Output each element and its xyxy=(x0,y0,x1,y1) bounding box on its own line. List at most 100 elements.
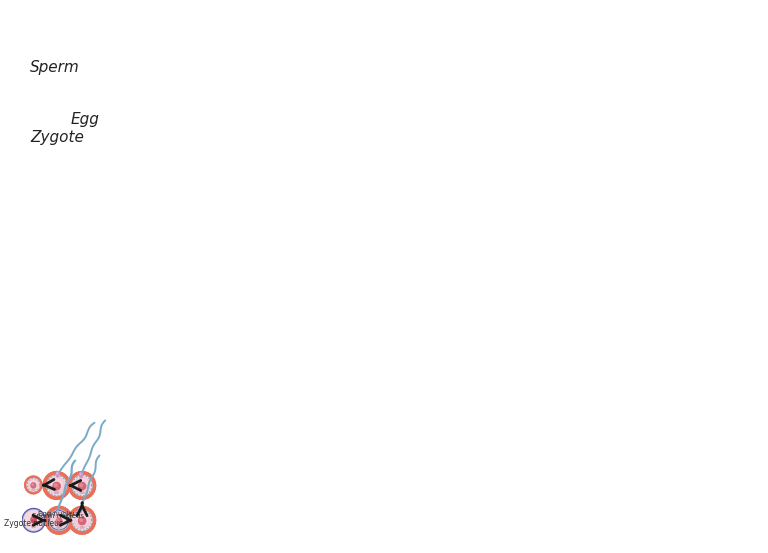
Circle shape xyxy=(50,511,68,530)
Circle shape xyxy=(37,490,39,492)
Ellipse shape xyxy=(80,472,82,478)
Circle shape xyxy=(32,484,34,486)
Circle shape xyxy=(25,481,28,484)
Circle shape xyxy=(55,484,57,487)
Circle shape xyxy=(75,473,79,477)
Circle shape xyxy=(38,479,41,482)
Circle shape xyxy=(91,524,94,528)
Circle shape xyxy=(22,509,45,532)
Circle shape xyxy=(55,495,58,499)
Circle shape xyxy=(69,515,72,519)
Circle shape xyxy=(62,493,66,497)
Circle shape xyxy=(88,528,91,531)
Circle shape xyxy=(25,484,27,486)
Ellipse shape xyxy=(55,491,59,494)
Circle shape xyxy=(45,518,49,522)
Circle shape xyxy=(48,526,51,530)
Circle shape xyxy=(68,513,71,517)
Text: Egg: Egg xyxy=(71,112,100,127)
Circle shape xyxy=(89,511,93,515)
Circle shape xyxy=(32,492,35,494)
Circle shape xyxy=(88,509,91,513)
Circle shape xyxy=(55,507,58,510)
Text: Egg nucleus: Egg nucleus xyxy=(38,510,81,517)
Ellipse shape xyxy=(80,526,84,529)
Circle shape xyxy=(43,486,47,490)
Circle shape xyxy=(30,491,32,493)
Circle shape xyxy=(66,511,70,515)
Circle shape xyxy=(80,526,81,528)
Circle shape xyxy=(74,477,90,494)
Circle shape xyxy=(57,506,61,510)
Circle shape xyxy=(69,518,73,522)
Circle shape xyxy=(80,530,84,534)
Circle shape xyxy=(60,473,64,477)
Circle shape xyxy=(80,495,84,499)
Ellipse shape xyxy=(56,472,59,477)
Circle shape xyxy=(91,521,95,525)
Circle shape xyxy=(83,530,87,534)
Circle shape xyxy=(88,493,91,497)
Circle shape xyxy=(32,489,33,490)
Circle shape xyxy=(50,509,54,513)
Ellipse shape xyxy=(16,479,18,484)
Circle shape xyxy=(28,479,39,491)
Ellipse shape xyxy=(78,508,81,513)
Circle shape xyxy=(34,489,35,490)
Circle shape xyxy=(44,478,48,482)
Circle shape xyxy=(26,479,28,482)
Circle shape xyxy=(58,527,60,528)
Circle shape xyxy=(80,519,83,521)
Circle shape xyxy=(60,494,64,498)
Circle shape xyxy=(56,515,58,517)
Circle shape xyxy=(80,472,84,475)
Circle shape xyxy=(78,530,81,534)
Circle shape xyxy=(85,473,89,477)
Circle shape xyxy=(75,529,79,533)
Circle shape xyxy=(45,515,49,519)
Circle shape xyxy=(60,527,61,528)
Circle shape xyxy=(33,489,34,490)
Circle shape xyxy=(37,477,39,480)
Circle shape xyxy=(26,488,28,491)
Ellipse shape xyxy=(80,491,84,494)
Circle shape xyxy=(78,507,81,510)
Circle shape xyxy=(48,493,51,497)
Circle shape xyxy=(55,472,58,475)
Circle shape xyxy=(58,472,61,476)
Circle shape xyxy=(40,484,42,486)
Circle shape xyxy=(24,510,44,530)
Circle shape xyxy=(50,528,54,531)
Circle shape xyxy=(83,492,84,493)
Circle shape xyxy=(73,511,91,530)
Circle shape xyxy=(65,478,69,482)
Circle shape xyxy=(64,491,68,495)
Circle shape xyxy=(69,486,72,490)
Circle shape xyxy=(32,526,33,527)
Circle shape xyxy=(83,495,87,499)
Circle shape xyxy=(68,524,71,528)
Circle shape xyxy=(89,526,93,530)
Text: Zygote: Zygote xyxy=(30,130,84,145)
Circle shape xyxy=(48,477,65,494)
Circle shape xyxy=(75,508,79,512)
Circle shape xyxy=(31,483,35,488)
Circle shape xyxy=(71,476,74,480)
Circle shape xyxy=(31,483,35,488)
Circle shape xyxy=(68,472,95,499)
Circle shape xyxy=(73,493,77,497)
Circle shape xyxy=(51,512,68,529)
Circle shape xyxy=(43,481,47,484)
Circle shape xyxy=(50,512,68,529)
Circle shape xyxy=(45,507,72,534)
Ellipse shape xyxy=(79,509,80,510)
Circle shape xyxy=(74,512,90,529)
Circle shape xyxy=(80,492,81,493)
Circle shape xyxy=(83,507,87,510)
Circle shape xyxy=(43,483,47,487)
Circle shape xyxy=(91,489,94,493)
Circle shape xyxy=(73,476,91,495)
Circle shape xyxy=(25,511,43,530)
Circle shape xyxy=(92,518,96,522)
Text: Zygote nucleus: Zygote nucleus xyxy=(4,519,62,528)
